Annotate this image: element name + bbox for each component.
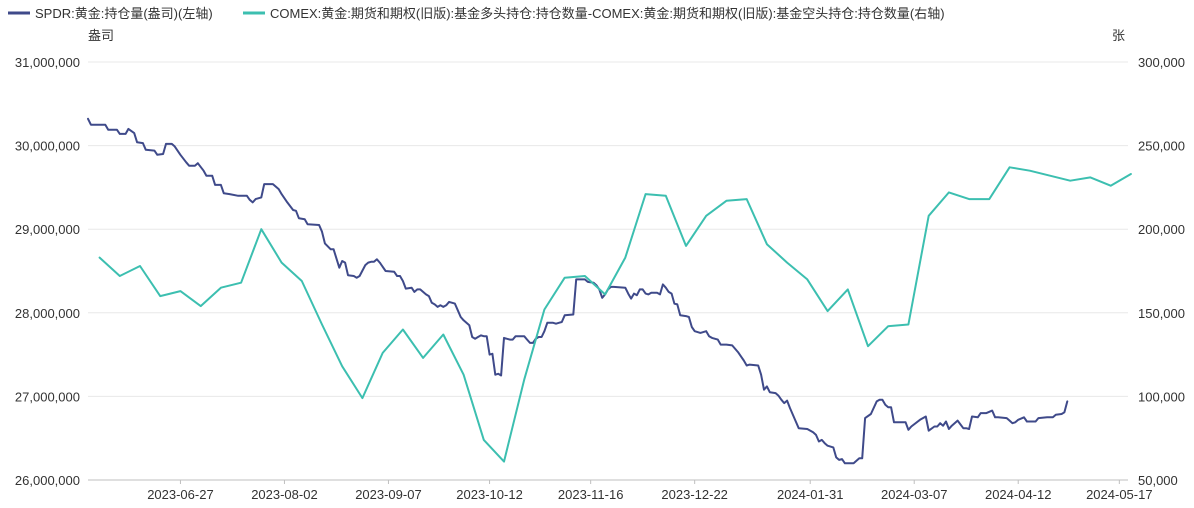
legend-label-spdr: SPDR:黄金:持仓量(盎司)(左轴) (35, 6, 213, 21)
legend-label-comex: COMEX:黄金:期货和期权(旧版):基金多头持仓:持仓数量-COMEX:黄金:… (270, 6, 945, 21)
right-tick-label: 50,000 (1138, 473, 1178, 488)
x-tick-label: 2023-09-07 (355, 487, 422, 502)
x-tick-label: 2023-06-27 (147, 487, 214, 502)
legend-item-comex[interactable]: COMEX:黄金:期货和期权(旧版):基金多头持仓:持仓数量-COMEX:黄金:… (243, 6, 945, 21)
legend: SPDR:黄金:持仓量(盎司)(左轴) COMEX:黄金:期货和期权(旧版):基… (8, 6, 945, 21)
right-tick-label: 150,000 (1138, 306, 1185, 321)
right-tick-label: 200,000 (1138, 222, 1185, 237)
x-tick-label: 2023-08-02 (251, 487, 318, 502)
x-tick-label: 2023-10-12 (456, 487, 523, 502)
series-lines (87, 117, 1132, 465)
right-tick-label: 300,000 (1138, 55, 1185, 70)
legend-item-spdr[interactable]: SPDR:黄金:持仓量(盎司)(左轴) (8, 6, 213, 21)
left-axis-unit: 盎司 (88, 28, 114, 43)
right-tick-label: 100,000 (1138, 389, 1185, 404)
left-tick-label: 29,000,000 (15, 222, 80, 237)
left-tick-label: 30,000,000 (15, 139, 80, 154)
x-axis-ticks: 2023-06-27 2023-08-02 2023-09-07 2023-10-12… (147, 480, 1153, 502)
x-tick-label: 2024-04-12 (985, 487, 1052, 502)
left-tick-label: 26,000,000 (15, 473, 80, 488)
left-tick-label: 27,000,000 (15, 389, 80, 404)
right-axis-ticks: 50,000 100,000 150,000 200,000 250,000 300,00… (1138, 55, 1185, 488)
x-tick-label: 2024-03-07 (881, 487, 948, 502)
x-tick-label: 2024-05-17 (1086, 487, 1153, 502)
left-tick-label: 28,000,000 (15, 306, 80, 321)
series-line-spdr[interactable] (87, 117, 1069, 465)
right-axis-unit: 张 (1112, 28, 1125, 43)
right-tick-label: 250,000 (1138, 139, 1185, 154)
x-tick-label: 2024-01-31 (777, 487, 844, 502)
x-tick-label: 2023-11-16 (558, 487, 624, 502)
left-axis-ticks: 26,000,000 27,000,000 28,000,000 29,000,000… (15, 55, 80, 488)
left-tick-label: 31,000,000 (15, 55, 80, 70)
x-tick-label: 2023-12-22 (661, 487, 728, 502)
series-line-comex[interactable] (98, 166, 1132, 463)
